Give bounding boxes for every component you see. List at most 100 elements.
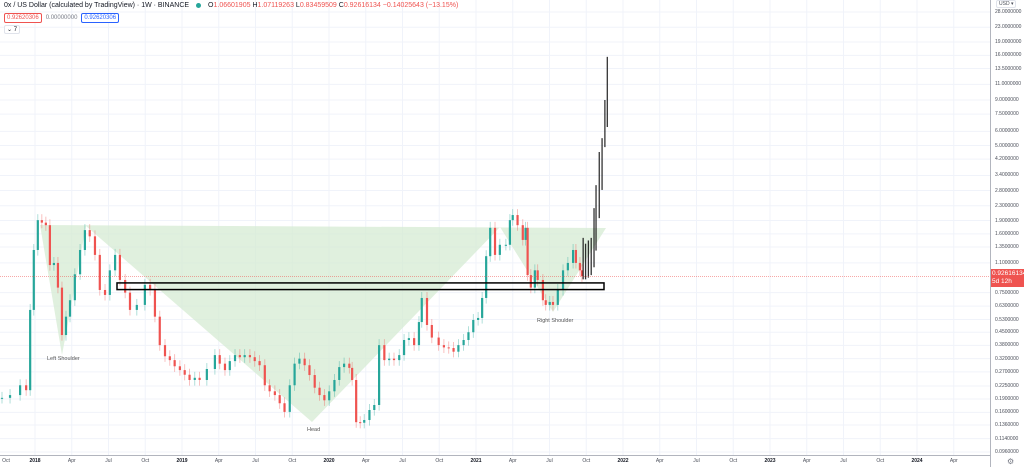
candle-body	[407, 338, 410, 341]
candle-body	[0, 397, 4, 399]
settings-gear-icon[interactable]: ⚙	[1007, 457, 1015, 466]
candle-body	[223, 363, 227, 371]
candle-body	[348, 363, 351, 368]
candle	[19, 379, 22, 401]
candle	[263, 359, 266, 391]
inverse-head-and-shoulders-pattern[interactable]	[40, 225, 606, 422]
open-label: O	[208, 2, 214, 9]
candle	[378, 339, 381, 411]
price-tick-label: 28.0000000	[995, 9, 1022, 15]
time-tick-label: Oct	[2, 458, 10, 464]
candle-body	[493, 227, 497, 255]
candle	[248, 349, 252, 363]
candle-body	[198, 377, 201, 380]
candle-body	[113, 254, 117, 271]
candle-body	[388, 358, 391, 361]
price-tick-label: 0.2250000	[995, 382, 1019, 389]
candle	[521, 219, 524, 246]
candle-body	[561, 270, 565, 290]
high-value: 1.07119263	[257, 2, 294, 9]
candle	[183, 364, 186, 381]
candle-body	[378, 345, 381, 405]
candle-body	[88, 230, 91, 237]
candle-body	[533, 270, 536, 288]
buy-button[interactable]: 0.92620306	[81, 13, 120, 23]
price-chart[interactable]: Left Shoulder Head Right Shoulder	[0, 0, 990, 455]
candle	[32, 244, 35, 316]
time-tick-label: Apr	[214, 458, 223, 464]
candle-body	[508, 220, 512, 245]
candle-body	[128, 292, 132, 310]
candle	[213, 349, 217, 375]
time-tick-label: Oct	[582, 458, 591, 464]
price-tick-label: 0.1360000	[995, 421, 1019, 428]
candle-body	[447, 347, 450, 349]
price-tick-label: 0.3800000	[995, 342, 1019, 349]
time-tick-label: 2020	[323, 458, 335, 464]
candle-body	[359, 422, 362, 424]
candle-body	[417, 322, 421, 346]
candle-body	[392, 358, 396, 361]
candle	[188, 368, 191, 386]
candle-body	[430, 324, 433, 338]
time-axis[interactable]: Oct 2018 Apr Jul Oct 2019 Apr Jul Oct 2020 Apr Jul O…	[0, 455, 990, 468]
candle-body	[425, 297, 429, 325]
price-tick-label: 0.6300000	[995, 303, 1019, 310]
candle	[477, 311, 480, 326]
candle-body	[73, 274, 76, 301]
candle-body	[504, 244, 507, 246]
candle	[303, 352, 306, 371]
candle	[118, 248, 122, 286]
candle	[516, 209, 519, 231]
candle-body	[578, 262, 582, 271]
candle	[64, 310, 68, 341]
candle-body	[524, 227, 527, 240]
candle	[128, 286, 132, 316]
candle-body	[544, 300, 547, 305]
projection-bars[interactable]	[582, 56, 608, 280]
candle-body	[529, 275, 532, 288]
candle-body	[103, 289, 107, 295]
candle-body	[516, 215, 519, 226]
price-tick-label: 0.3200000	[995, 355, 1019, 362]
candle	[342, 357, 346, 373]
candle-body	[218, 355, 221, 364]
candle-body	[153, 289, 157, 317]
indicators-toggle[interactable]: ⌄ 7	[4, 25, 21, 34]
candle	[359, 416, 362, 429]
candle-body	[238, 355, 241, 358]
candle	[373, 399, 376, 416]
candle	[580, 264, 584, 282]
symbol-title[interactable]: 0x / US Dollar (calculated by TradingVie…	[4, 2, 190, 9]
time-tick-label: 2018	[29, 458, 41, 464]
candle-body	[183, 370, 186, 375]
time-tick-label: Oct	[435, 458, 444, 464]
candle	[489, 221, 492, 262]
time-tick-label: Oct	[288, 458, 297, 464]
candle	[467, 326, 470, 346]
candle	[223, 357, 227, 376]
time-tick-label: Apr	[949, 458, 958, 464]
price-tick-label: 3.4000000	[995, 172, 1019, 179]
candle-body	[485, 256, 488, 298]
time-tick-label: Jul	[546, 458, 553, 464]
candle-body	[83, 230, 87, 250]
candle	[93, 230, 97, 261]
candle-body	[551, 301, 555, 305]
candle-body	[298, 358, 301, 364]
candle	[318, 381, 321, 401]
price-tick-label: 0.1140000	[995, 435, 1019, 442]
currency-selector[interactable]: USD ▾	[996, 0, 1017, 8]
candle-body	[25, 385, 28, 391]
price-axis[interactable]: USD ▾ 28.0000000 23.0000000 19.0000000 16.0…	[990, 0, 1024, 467]
candle-body	[258, 361, 261, 366]
candle	[158, 310, 161, 351]
trade-buttons: 0.92620306 0.00000000 0.92620306	[4, 13, 120, 23]
candle	[544, 294, 547, 311]
price-tick-label: 19.0000000	[995, 39, 1022, 46]
support-zone-rectangle[interactable]	[116, 282, 605, 291]
candle	[163, 339, 167, 362]
spread-value: 0.00000000	[45, 15, 78, 21]
sell-button[interactable]: 0.92620306	[4, 13, 42, 23]
candle-body	[19, 385, 22, 396]
